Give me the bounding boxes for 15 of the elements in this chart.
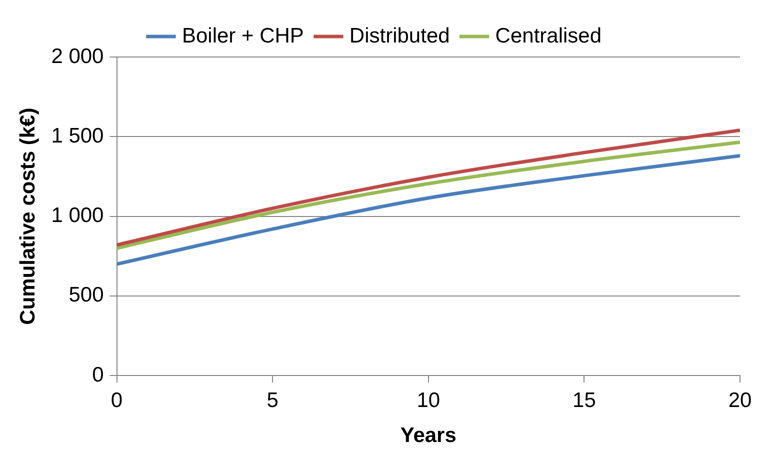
x-tick-label: 5: [266, 388, 278, 412]
x-tick-label: 10: [416, 388, 440, 412]
legend-label: Boiler + CHP: [182, 24, 304, 48]
y-tick-label: 500: [68, 284, 104, 307]
legend-label: Centralised: [495, 24, 602, 48]
x-axis-title: Years: [400, 424, 456, 448]
x-tick-label: 15: [572, 388, 596, 412]
y-tick-label: 2 000: [51, 44, 104, 68]
y-tick-label: 0: [92, 363, 104, 386]
legend-label: Distributed: [349, 24, 450, 48]
y-tick-label: 1 500: [51, 124, 104, 148]
y-axis-title: Cumulative costs (k€): [16, 108, 40, 325]
y-tick-label: 1 000: [51, 204, 104, 228]
x-tick-label: 20: [728, 388, 752, 412]
x-tick-label: 0: [110, 388, 123, 412]
